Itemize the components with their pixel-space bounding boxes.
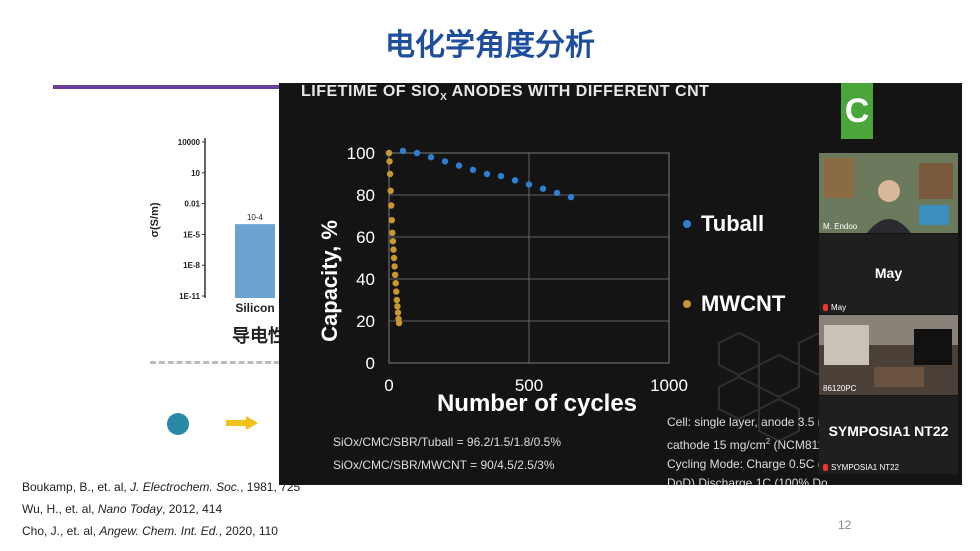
- participant-name: M. Endoo: [823, 222, 858, 231]
- data-point-tuball: [441, 158, 449, 165]
- data-point-mwcnt: [390, 246, 397, 253]
- y-tick-label: 60: [356, 228, 375, 247]
- bar-value-label: 10-4: [247, 213, 264, 222]
- data-point-mwcnt: [388, 217, 395, 224]
- data-point-tuball: [455, 162, 463, 169]
- arrow-right-icon: [226, 416, 258, 430]
- mini-ytick-label: 1E-11: [179, 292, 200, 301]
- data-point-tuball: [539, 185, 547, 192]
- data-point-mwcnt: [385, 149, 393, 157]
- participant-video: [819, 153, 958, 233]
- data-point-tuball: [413, 149, 421, 157]
- teal-circle-icon: [167, 413, 189, 435]
- reference-item: Wu, H., et. al, Nano Today, 2012, 414: [22, 502, 223, 516]
- mini-ytick-label: 1E-5: [183, 230, 200, 239]
- dashed-divider: [150, 361, 280, 364]
- x-tick-label: 0: [384, 376, 393, 395]
- mini-ytick-label: 1E-8: [183, 261, 200, 270]
- bar-silicon: [235, 224, 275, 298]
- participant-name: May: [823, 303, 846, 312]
- reference-item: Cho, J., et. al, Angew. Chem. Int. Ed., …: [22, 524, 278, 538]
- data-point-mwcnt: [389, 229, 396, 236]
- y-axis-label: Capacity, %: [317, 220, 342, 342]
- data-point-mwcnt: [393, 296, 401, 304]
- slide-title: 电化学角度分析: [385, 28, 595, 63]
- page-number: 12: [838, 518, 852, 532]
- data-point-tuball: [525, 181, 533, 188]
- participant-display-name: SYMPOSIA1 NT22: [828, 423, 949, 439]
- participant-display-name: May: [874, 265, 903, 281]
- data-point-tuball: [483, 170, 491, 178]
- participant-tile[interactable]: M. Endoo: [819, 153, 958, 233]
- mic-muted-icon: [823, 304, 828, 311]
- title-rule: [53, 85, 283, 89]
- category-label-silicon: Silicon: [235, 301, 274, 315]
- participant-tile[interactable]: SYMPOSIA1 NT22 SYMPOSIA1 NT22: [819, 396, 958, 474]
- test-conditions: Cell: single layer, anode 3.5 m cathode …: [667, 415, 827, 485]
- data-point-mwcnt: [392, 280, 399, 287]
- mini-ytick-label: 10000: [178, 138, 201, 147]
- legend-item-mwcnt: MWCNT: [683, 291, 785, 317]
- y-tick-label: 0: [366, 354, 375, 373]
- legend-dot-icon: [683, 300, 691, 308]
- capacity-chart: 0 20 40 60 80 100 0 500 1000 Capacity, % Number…: [317, 144, 688, 417]
- data-point-tuball: [553, 189, 561, 197]
- y-tick-label: 80: [356, 186, 375, 205]
- mic-muted-icon: [823, 464, 828, 471]
- y-tick-label: 40: [356, 270, 375, 289]
- composition-tuball: SiOx/CMC/SBR/Tuball = 96.2/1.5/1.8/0.5%: [333, 435, 561, 449]
- data-point-mwcnt: [387, 187, 394, 194]
- x-axis-label: Number of cycles: [437, 390, 637, 417]
- data-point-mwcnt: [389, 238, 397, 245]
- conductivity-bar-chart: σ(S/m) 10000 10 0.01 1E-5 1E-8 1E-11 10-4 Sil…: [150, 138, 275, 315]
- legend-item-tuball: Tuball: [683, 211, 785, 237]
- data-point-tuball: [469, 166, 477, 173]
- participant-video: [819, 315, 958, 395]
- composition-mwcnt: SiOx/CMC/SBR/MWCNT = 90/4.5/2.5/3%: [333, 458, 555, 472]
- data-point-mwcnt: [394, 303, 401, 310]
- x-tick-label: 500: [515, 376, 543, 395]
- data-point-tuball: [399, 147, 407, 155]
- participant-tile[interactable]: May May: [819, 234, 958, 314]
- chart-legend: Tuball MWCNT: [683, 211, 785, 371]
- data-point-mwcnt: [390, 254, 398, 262]
- participant-name: SYMPOSIA1 NT22: [823, 463, 899, 472]
- data-point-mwcnt: [393, 288, 400, 295]
- data-point-tuball: [511, 177, 519, 184]
- shared-slide-title: LIFETIME OF SIOX ANODES WITH DIFFERENT C…: [301, 83, 710, 104]
- x-tick-label: 1000: [650, 376, 688, 395]
- mini-ytick-label: 0.01: [184, 200, 200, 209]
- data-point-tuball: [497, 172, 505, 180]
- data-point-tuball: [567, 193, 575, 201]
- data-point-tuball: [427, 154, 435, 161]
- references: Boukamp, B., et. al, J. Electrochem. Soc…: [22, 476, 300, 542]
- y-tick-label: 20: [356, 312, 375, 331]
- y-tick-label: 100: [347, 144, 375, 163]
- shared-screen: LIFETIME OF SIOX ANODES WITH DIFFERENT C…: [279, 83, 962, 485]
- data-point-mwcnt: [386, 170, 394, 178]
- c-logo: C: [841, 83, 873, 139]
- reference-item: Boukamp, B., et. al, J. Electrochem. Soc…: [22, 480, 301, 494]
- data-point-mwcnt: [391, 263, 398, 270]
- legend-dot-icon: [683, 220, 691, 228]
- data-point-mwcnt: [395, 319, 403, 327]
- mini-ytick-label: 10: [191, 169, 200, 178]
- mini-chart-ylabel: σ(S/m): [150, 202, 161, 237]
- data-point-mwcnt: [391, 271, 399, 278]
- participant-tile[interactable]: 86120PC: [819, 315, 958, 395]
- participant-name: 86120PC: [823, 384, 857, 393]
- data-point-mwcnt: [386, 158, 393, 165]
- slide-sublabel: 导电性: [232, 326, 286, 347]
- data-point-mwcnt: [388, 202, 395, 209]
- data-point-mwcnt: [394, 309, 402, 316]
